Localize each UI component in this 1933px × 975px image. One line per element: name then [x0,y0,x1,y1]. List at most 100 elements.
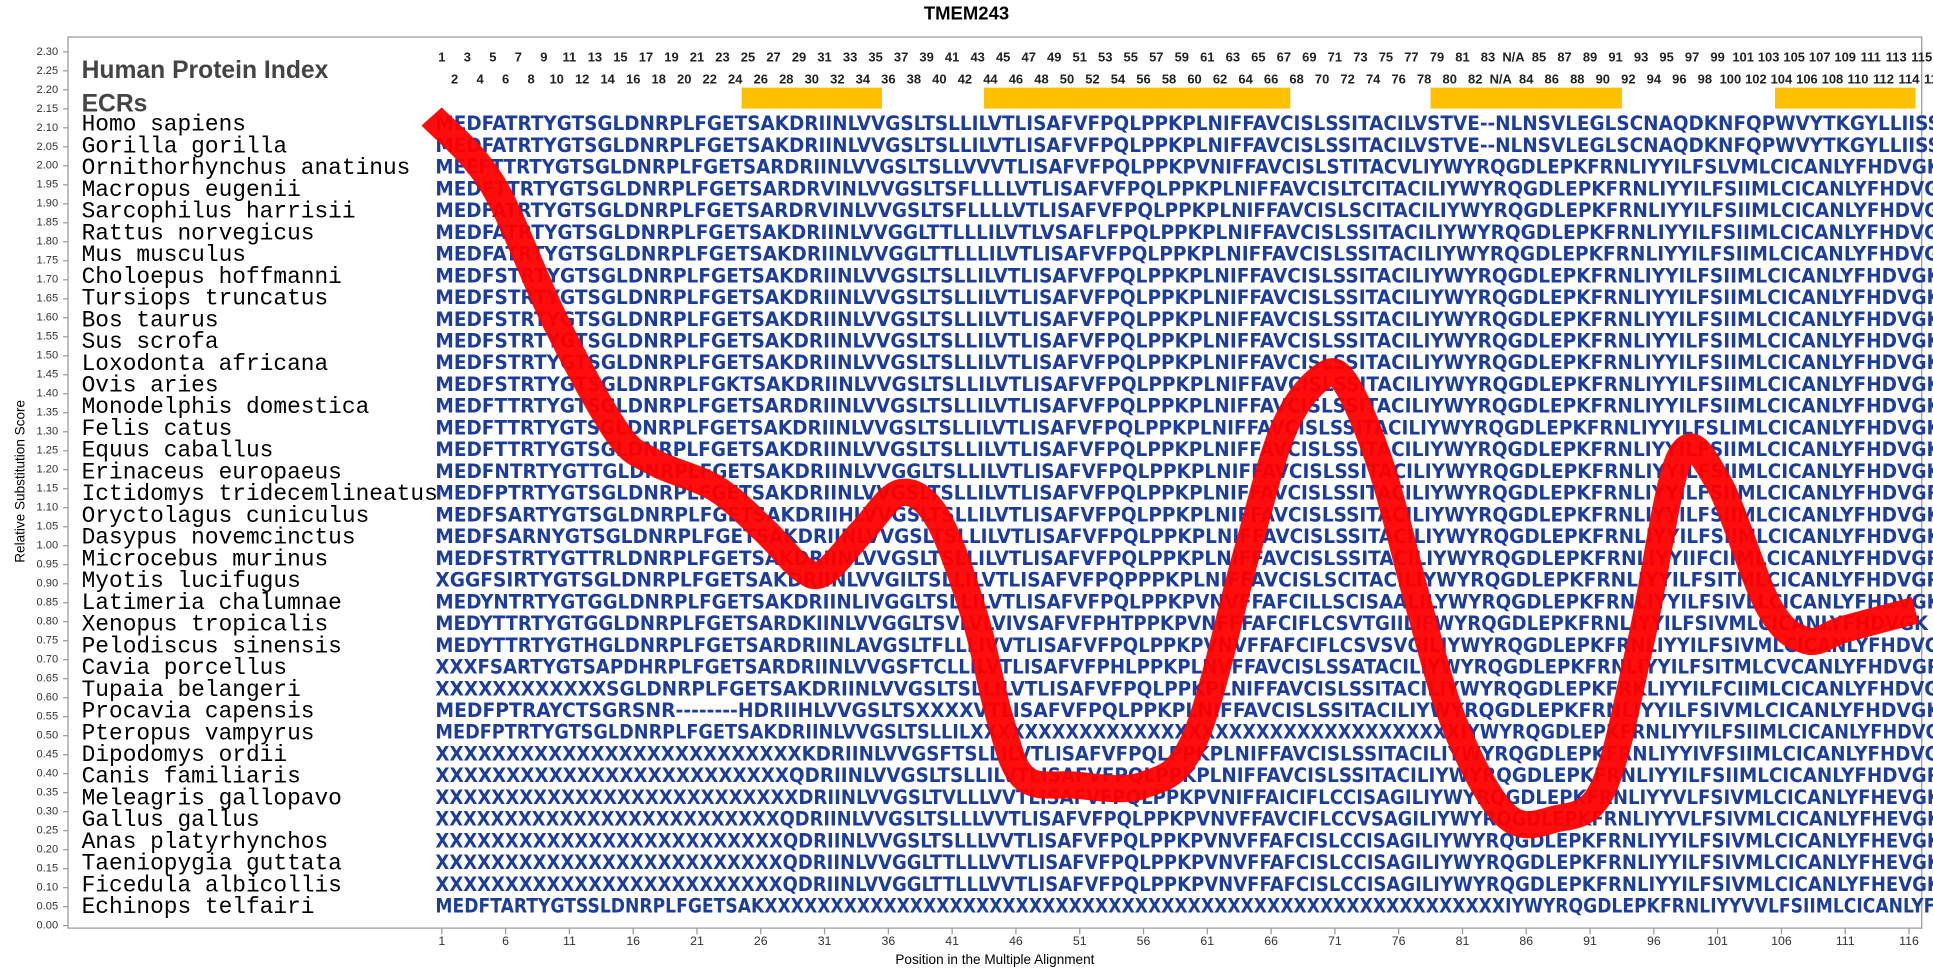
index-label: 112 [1873,72,1894,87]
x-tick-label: 76 [1392,934,1406,948]
index-label: 30 [805,72,819,87]
y-tick-label: 0.95 [37,559,59,571]
sequence: XXXXXXXXXXXXXXXXXXXXXXXXXQDRIINLVVGSLTSL… [435,829,1933,852]
y-tick-label: 0.80 [37,616,59,628]
index-label: 89 [1583,49,1597,64]
index-label: 62 [1213,72,1227,87]
index-label: 91 [1608,49,1622,64]
sequence: MEDFSTRTYGTSGLDNRPLFGETSAKDRIINLVVGSLTSL… [435,286,1933,309]
x-tick-label: 36 [881,934,895,948]
sequence: MEDFSARNYGTSGLDNRPLFGETSAKDRIINLVVGSLTSL… [435,525,1933,548]
index-label: 109 [1834,49,1856,64]
sequence: MEDFSTRTYGTSGLDNRPLFGKTSAKDRIINLVVGSLTSL… [435,373,1933,396]
plot-frame [67,36,1923,929]
species-name: Equus caballus [82,438,274,464]
index-label: 13 [588,49,602,64]
index-label: 24 [728,72,743,87]
sequence: MEDFATRTYGTSGLDNRPLFGETSAKDRIINLVVGSLTSL… [435,134,1933,157]
x-tick-label: 26 [754,934,768,948]
index-label: 60 [1187,72,1201,87]
species-name: Gorilla gorilla [82,133,288,159]
y-tick-label: 1.80 [37,236,59,248]
index-label: 94 [1647,72,1662,87]
species-name: Latimeria chalumnae [82,590,342,616]
sequence: MEDFNTRTYGTTGLDNRPLFGETSAKDRIINLVVGGLTSL… [435,460,1933,483]
species-name: Dasypus novemcinctus [82,525,356,551]
species-name: Anas platyrhynchos [82,829,329,855]
index-label: 26 [754,72,768,87]
x-tick-label: 11 [563,934,576,948]
y-tick-label: 1.15 [37,483,59,495]
index-label: 77 [1404,49,1418,64]
species-name: Erinaceus europaeus [82,459,342,485]
y-tick-label: 0.05 [37,901,59,913]
y-tick-label: 1.45 [37,369,59,381]
sequence: MEDFSTRTYGTTRLDNRPLFGETSAKDRIINLVVGSLTSL… [435,547,1933,570]
sequence: XGGFSIRTYGTSGLDNRPLFGETSAKDRIINLVVGILTSL… [435,569,1933,592]
x-tick-label: 71 [1328,934,1342,948]
index-label: 46 [1009,72,1023,87]
species-name: Macropus eugenii [82,177,301,203]
y-tick-label: 0.00 [37,920,59,932]
index-label: 88 [1570,72,1584,87]
index-label: 14 [600,72,615,87]
sequence: MEDFSTRTYGTSGLDNRPLFGETSAKDRIINLVVGSLTSL… [435,351,1933,374]
index-label: 98 [1698,72,1712,87]
y-tick-label: 1.55 [37,331,59,343]
y-tick-label: 2.25 [37,65,59,77]
species-name: Dipodomys ordii [82,742,288,768]
sequence: MEDFTTRTYGTSGLDNRPLFGETSARDRIINLVVGSLTSL… [435,395,1933,418]
index-label: 29 [792,49,806,64]
species-name: Microcebus murinus [82,546,329,572]
ecr-bar [741,87,882,109]
species-name: Ictidomys tridecemlineatus [82,481,438,507]
species-name: Loxodonta africana [82,351,329,377]
species-name: Mus musculus [82,242,246,268]
species-name: Oryctolagus cuniculus [82,503,370,529]
species-name: Canis familiaris [82,764,301,790]
index-label: 40 [932,72,946,87]
species-name: Sus scrofa [82,329,219,355]
index-label: 79 [1430,49,1444,64]
x-tick-label: 96 [1647,934,1661,948]
index-label: 71 [1328,49,1342,64]
index-label: 41 [945,49,959,64]
sequence: MEDFTTRTYGTSGLDNRPLFGETSAKDRIINLVVGSLTSL… [435,438,1933,461]
species-name: Rattus norvegicus [82,220,315,246]
x-tick-label: 111 [1836,934,1855,948]
x-tick-label: 106 [1771,934,1792,948]
index-label: N/A [1490,72,1512,87]
index-label: 22 [703,72,717,87]
ecr-bar [1430,87,1622,109]
index-label: 73 [1353,49,1367,64]
index-label: 102 [1745,72,1767,87]
y-tick-label: 0.30 [37,806,59,818]
y-tick-label: 2.15 [37,103,59,115]
index-label: 90 [1596,72,1610,87]
index-label: 21 [690,49,704,64]
species-name: Ficedula albicollis [82,872,342,898]
species-name: Xenopus tropicalis [82,612,329,638]
index-label: 54 [1111,72,1126,87]
species-name: Monodelphis domestica [82,394,370,420]
index-label: 57 [1149,49,1163,64]
y-tick-label: 2.30 [37,46,59,58]
index-label: 44 [983,72,998,87]
index-label: 92 [1621,72,1635,87]
index-label: 19 [664,49,678,64]
sequence: XXXXXXXXXXXXXXXXXXXXXXXXXQDRIINLVVGSLTSL… [435,808,1933,831]
index-label: 4 [477,72,485,87]
index-label: 107 [1809,49,1831,64]
index-label: 78 [1417,72,1431,87]
index-label: 31 [817,49,831,64]
sequence: MEDFSARTYGTSGLDNRPLFGETSAKDRIIHLVVGSLTSL… [435,503,1933,526]
ecr-bar [984,87,1291,109]
x-axis-label: Position in the Multiple Alignment [895,952,1094,967]
index-label: 113 [1886,49,1907,64]
x-tick-label: 51 [1073,934,1087,948]
species-name: Tupaia belangeri [82,677,301,703]
y-tick-label: 0.75 [37,635,59,647]
species-name: Sarcophilus harrisii [82,199,356,225]
